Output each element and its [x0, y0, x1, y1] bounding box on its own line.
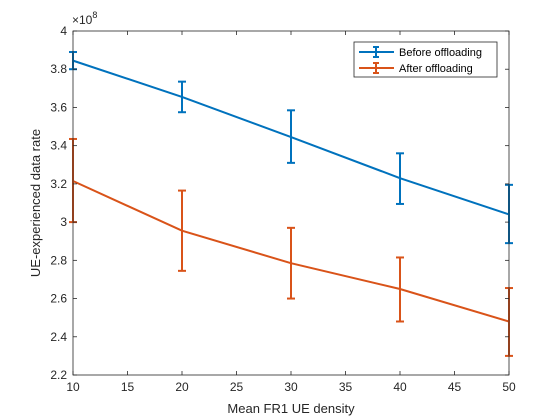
- plot-frame: [72, 30, 510, 376]
- error-bar: [287, 109, 295, 164]
- error-bar: [287, 226, 295, 300]
- x-tick-label: 20: [175, 380, 189, 394]
- x-tick-label: 15: [121, 380, 135, 394]
- x-tick-label: 45: [448, 380, 462, 394]
- plot-area: [73, 31, 509, 375]
- legend-entry: After offloading: [359, 62, 473, 75]
- x-tick-label: 10: [66, 380, 80, 394]
- y-tick-label: 3.8: [50, 62, 67, 76]
- error-bar: [396, 152, 404, 205]
- x-tick-label: 25: [230, 380, 244, 394]
- x-axis-label: Mean FR1 UE density: [227, 401, 355, 416]
- y-tick-label: 2.4: [50, 330, 67, 344]
- x-tick-label: 30: [284, 380, 298, 394]
- error-bar: [396, 256, 404, 323]
- y-tick-label: 3.2: [50, 177, 67, 191]
- x-tick-label: 40: [393, 380, 407, 394]
- y-tick-label: 4: [60, 24, 67, 38]
- y-tick-label: 2.2: [50, 368, 67, 382]
- legend: Before offloading After offloading: [353, 41, 498, 78]
- y-exponent-label: ×108: [72, 10, 97, 27]
- error-bar: [178, 189, 186, 272]
- y-axis-label: UE-experienced data rate: [28, 129, 43, 277]
- x-tick-label: 50: [502, 380, 516, 394]
- legend-label: After offloading: [399, 63, 473, 75]
- legend-label: Before offloading: [399, 47, 482, 59]
- y-tick-label: 3.6: [50, 100, 67, 114]
- x-tick-label: 35: [339, 380, 353, 394]
- y-tick-label: 3: [60, 215, 67, 229]
- y-tick-label: 2.6: [50, 292, 67, 306]
- y-tick-label: 3.4: [50, 139, 67, 153]
- legend-entry: Before offloading: [359, 46, 482, 59]
- error-bar: [178, 80, 186, 114]
- y-tick-label: 2.8: [50, 253, 67, 267]
